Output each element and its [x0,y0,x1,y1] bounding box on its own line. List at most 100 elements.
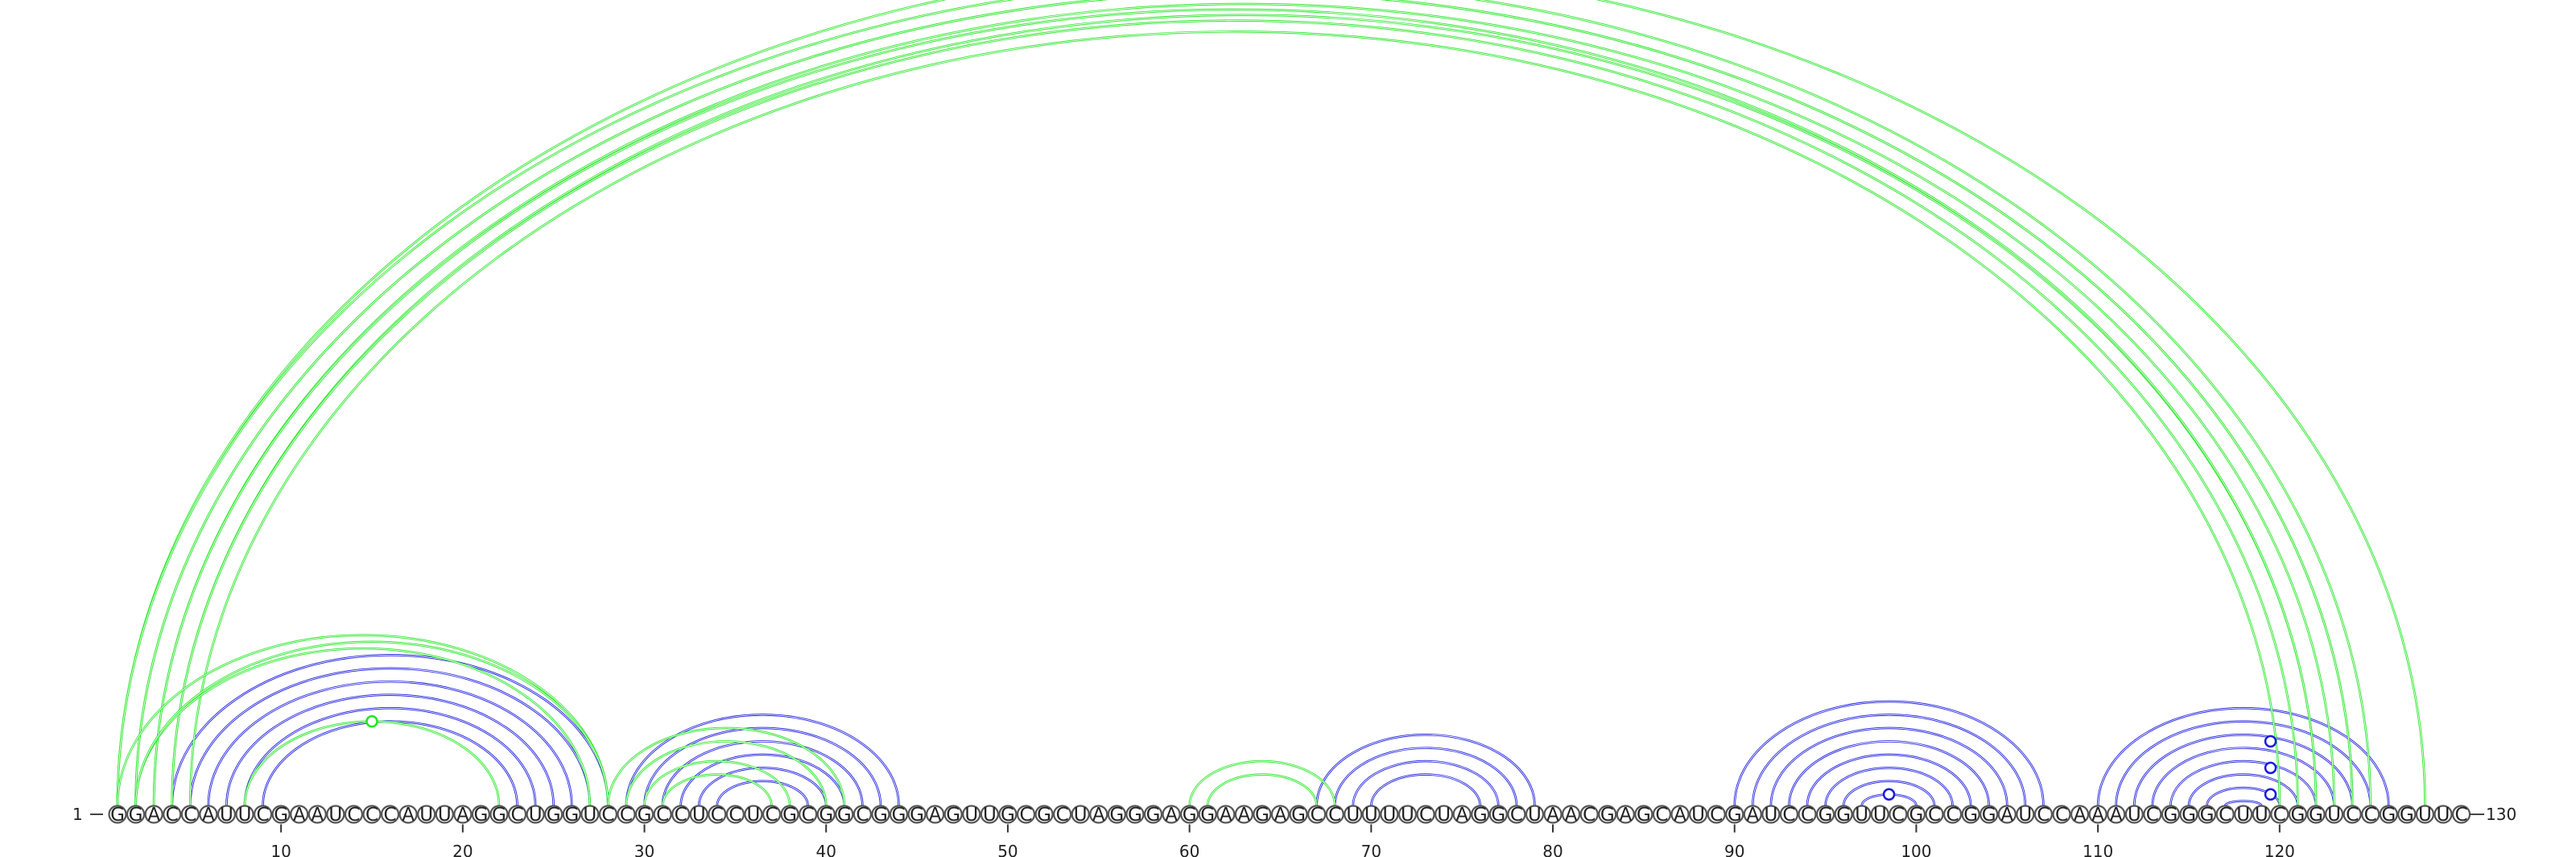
arcs-layer [118,0,2425,806]
nucleotide: U [963,805,980,826]
nucleotide: A [1672,805,1689,826]
nucleotide: A [2090,805,2107,826]
nucleotide-letter: A [1546,805,1559,826]
nucleotide-letter: G [819,805,833,826]
nucleotide-letter: C [384,805,397,826]
nucleotide-letter: G [274,805,288,826]
nucleotide: A [1545,805,1562,826]
nucleotide: C [254,805,271,826]
nucleotide: C [727,805,744,826]
nucleotide-letter: A [456,805,469,826]
blue-arc-inner-34-39 [717,781,808,806]
blue-arc-marker [1884,789,1894,800]
blue-arc-9-23 [263,722,518,806]
nucleotide: G [1599,805,1616,826]
nucleotide: U [418,805,435,826]
blue-arc-114-122 [2170,761,2316,805]
nucleotide-letter: U [2255,805,2268,826]
green-arc-8-22 [245,722,499,806]
nucleotide: C [2344,805,2361,826]
green-arc-2-124 [136,0,2353,806]
nucleotide-letter: C [620,805,633,826]
nucleotide-letter: G [2290,805,2305,826]
nucleotide-letter: A [1220,805,1232,826]
nucleotide: G [909,805,926,826]
blue-arc-5-27 [190,669,590,806]
nucleotide: U [2235,805,2252,826]
nucleotide: C [1944,805,1961,826]
nucleotide: A [1090,805,1107,826]
nucleotide-letter: U [2018,805,2032,826]
nucleotide: G [1726,805,1743,826]
nucleotide: C [708,805,725,826]
nucleotide: G [1835,805,1852,826]
nucleotide: G [818,805,835,826]
nucleotide-letter: G [2182,805,2196,826]
blue-arc-70-76 [1371,775,1480,806]
nucleotide: G [1145,805,1162,826]
nucleotide: C [182,805,199,826]
nucleotide: U [2017,805,2033,826]
green-arc-marker [366,716,377,727]
nucleotide-letter: U [1074,805,1088,826]
nucleotide-letter: G [2381,805,2396,826]
nucleotide: A [1454,805,1471,826]
nucleotide-letter: U [747,805,761,826]
blue-arc-67-79 [1317,735,1535,805]
nucleotide: A [1617,805,1634,826]
nucleotide-letter: G [1001,805,1015,826]
nucleotide-letter: C [1782,805,1795,826]
nucleotide-letter: G [1728,805,1742,826]
nucleotide: U [327,805,344,826]
nucleotide-letter: A [929,805,942,826]
nucleotide: A [1236,805,1253,826]
nucleotide: C [1508,805,1525,826]
green-arc-inner-5-120 [190,31,2280,805]
nucleotide: U [745,805,762,826]
blue-arc-inner-112-124 [2134,735,2352,805]
green-arc-inner-61-67 [1208,775,1316,806]
nucleotide-letter: A [2000,805,2013,826]
nucleotide: A [309,805,326,826]
axis-tick-label: 110 [2083,842,2113,857]
nucleotide: U [2434,805,2451,826]
nucleotide-letter: U [1364,805,1378,826]
nucleotide-letter: C [1056,805,1069,826]
nucleotide-letter: G [564,805,579,826]
nucleotide: A [1163,805,1180,826]
green-arc-inner-8-22 [245,722,499,806]
nucleotide: U [1399,805,1416,826]
nucleotide-sequence: GGACCAUUCGAAUCCCAUUAGGCUGGUCCGCCUCCUCGCG… [109,805,2471,826]
nucleotide: G [836,805,852,826]
nucleotide: C [799,805,816,826]
nucleotide: G [1126,805,1143,826]
nucleotide: C [1708,805,1725,826]
nucleotide: C [2053,805,2070,826]
nucleotide-letter: U [2236,805,2250,826]
nucleotide-letter: U [1437,805,1451,826]
nucleotide: G [273,805,290,826]
green-arc-28-41 [608,728,844,806]
nucleotide: C [2144,805,2161,826]
nucleotide: U [691,805,708,826]
blue-arc-112-124 [2134,735,2352,805]
nucleotide: U [1853,805,1870,826]
blue-arc-113-123 [2153,748,2334,806]
nucleotide-letter: C [1928,805,1941,826]
nucleotide: U [981,805,998,826]
blue-arc-inner-67-79 [1317,735,1535,805]
nucleotide: U [2326,805,2343,826]
nucleotide-letter: U [220,805,233,826]
blue-arc-34-39 [717,781,808,806]
nucleotide-letter: U [1382,805,1396,826]
nucleotide: C [2453,805,2470,826]
green-arc-inner-1-128 [118,0,2425,806]
nucleotide: G [1108,805,1125,826]
nucleotide-letter: A [1674,805,1686,826]
nucleotide-letter: C [511,805,524,826]
nucleotide: G [2380,805,2397,826]
nucleotide-letter: U [328,805,342,826]
nucleotide: U [236,805,253,826]
nucleotide-letter: A [147,805,160,826]
blue-arc-4-28 [172,655,609,805]
